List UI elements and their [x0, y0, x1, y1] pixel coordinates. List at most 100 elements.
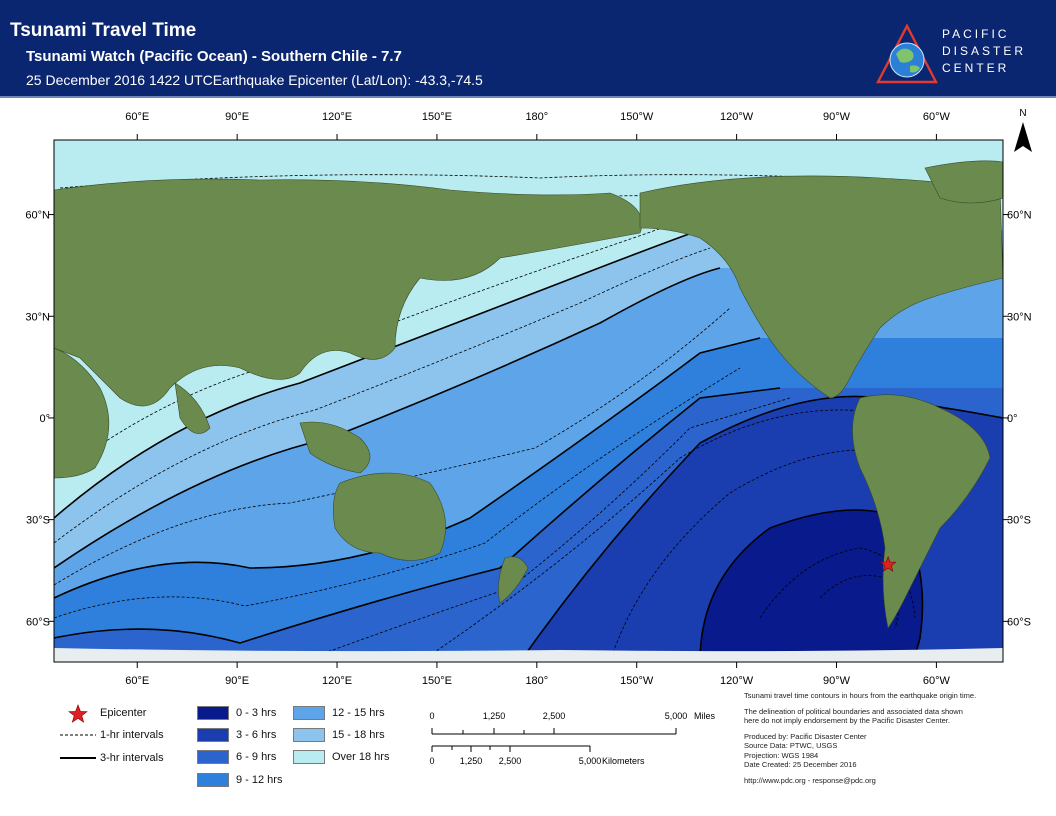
- lat-label-left: 30°S: [26, 515, 50, 527]
- note-disclaimer-1: The delineation of political boundaries …: [744, 706, 963, 716]
- note-produced-by: Produced by: Pacific Disaster Center: [744, 731, 867, 741]
- lon-label-top: 120°W: [720, 111, 754, 123]
- three-hr-line-symbol: [60, 757, 96, 759]
- scale-km-tick: 0: [429, 756, 434, 766]
- map-legend: Epicenter 1-hr intervals 3-hr intervals …: [0, 688, 1056, 816]
- event-datetime: 25 December 2016 1422 UTC: [26, 72, 213, 88]
- land-north-america: [639, 175, 1003, 399]
- land-south-america: [852, 394, 991, 629]
- swatch-6-9: [197, 750, 229, 764]
- lat-label-right: 60°N: [1007, 210, 1032, 222]
- lat-label-right: 30°N: [1007, 311, 1032, 323]
- zone-label-15-18: 15 - 18 hrs: [332, 729, 385, 741]
- lon-label-bottom: 180°: [525, 675, 548, 687]
- land-australia: [333, 472, 446, 561]
- land-new-zealand: [498, 556, 529, 604]
- land-masses: [54, 160, 1003, 662]
- event-info: 25 December 2016 1422 UTCEarthquake Epic…: [26, 72, 483, 88]
- zone-label-3-6: 3 - 6 hrs: [236, 729, 277, 741]
- swatch-9-12: [197, 773, 229, 787]
- map-notes: Tsunami travel time contours in hours fr…: [744, 691, 1049, 785]
- lon-label-top: 180°: [525, 111, 548, 123]
- zone-label-9-12: 9 - 12 hrs: [236, 774, 283, 786]
- lon-label-bottom: 60°W: [923, 675, 951, 687]
- epicenter-marker: [879, 555, 897, 572]
- scale-miles-tick: 5,000: [665, 711, 688, 721]
- logo-line-3: CENTER: [942, 61, 1010, 75]
- swatch-0-3: [197, 706, 229, 720]
- land-greenland: [924, 160, 1003, 204]
- map-subtitle: Tsunami Watch (Pacific Ocean) - Southern…: [26, 48, 402, 65]
- lon-label-top: 90°E: [225, 111, 249, 123]
- lat-label-left: 0°: [39, 413, 50, 425]
- zone-label-12-15: 12 - 15 hrs: [332, 707, 385, 719]
- left-latitude-labels: 60°N 30°N 0° 30°S 60°S: [25, 210, 50, 629]
- lon-label-top: 150°W: [620, 111, 654, 123]
- lon-label-bottom: 120°E: [322, 675, 352, 687]
- lat-label-right: 60°S: [1007, 616, 1031, 628]
- land-africa-east: [54, 347, 110, 479]
- zone-label-6-9: 6 - 9 hrs: [236, 751, 277, 763]
- zone-0-3: [700, 510, 923, 662]
- lat-label-right: 30°S: [1007, 515, 1031, 527]
- north-label: N: [1019, 108, 1026, 119]
- lon-label-top: 60°E: [125, 111, 149, 123]
- land-eurasia: [54, 178, 643, 407]
- epicenter-legend-label: Epicenter: [100, 707, 147, 719]
- note-contact: http://www.pdc.org - response@pdc.org: [744, 775, 876, 785]
- swatch-15-18: [293, 728, 325, 742]
- swatch-12-15: [293, 706, 325, 720]
- lon-label-top: 60°W: [923, 111, 951, 123]
- note-disclaimer-2: here do not imply endorsement by the Pac…: [744, 716, 950, 725]
- scale-miles-tick: 2,500: [543, 711, 566, 721]
- lat-label-right: 0°: [1007, 413, 1018, 425]
- epicenter-coordinates: Earthquake Epicenter (Lat/Lon): -43.3,-7…: [212, 72, 483, 88]
- map-title: Tsunami Travel Time: [10, 20, 197, 41]
- map-frame: 60°E 90°E 120°E 150°E 180° 150°W 120°W 9…: [0, 98, 1056, 688]
- pdc-logo: PACIFIC DISASTER CENTER: [876, 23, 1046, 86]
- logo-line-1: PACIFIC: [942, 27, 1010, 41]
- land-india: [174, 382, 211, 434]
- globe-triangle-icon: [876, 23, 938, 84]
- three-hr-legend-label: 3-hr intervals: [100, 752, 164, 764]
- swatch-over-18: [293, 750, 325, 764]
- logo-line-2: DISASTER: [942, 44, 1027, 58]
- map-header: Tsunami Travel Time Tsunami Watch (Pacif…: [0, 0, 1056, 98]
- scale-km-tick: 1,250: [460, 756, 483, 766]
- one-hr-legend-label: 1-hr intervals: [100, 729, 164, 741]
- lon-label-top: 90°W: [823, 111, 851, 123]
- zone-label-over-18: Over 18 hrs: [332, 751, 390, 763]
- bottom-longitude-labels: 60°E 90°E 120°E 150°E 180° 150°W 120°W 9…: [125, 675, 950, 687]
- right-latitude-labels: 60°N 30°N 0° 30°S 60°S: [1007, 210, 1032, 629]
- land-indonesia: [299, 421, 371, 474]
- north-arrow-icon: N: [1014, 108, 1032, 152]
- note-source: Source Data: PTWC, USGS: [744, 741, 838, 750]
- scale-km-tick: 2,500: [499, 756, 522, 766]
- scale-miles-tick: 0: [429, 711, 434, 721]
- epicenter-star-icon: [879, 555, 897, 572]
- note-date-created: Date Created: 25 December 2016: [744, 760, 857, 769]
- lat-label-left: 60°N: [25, 210, 50, 222]
- lon-label-bottom: 60°E: [125, 675, 149, 687]
- lon-label-bottom: 120°W: [720, 675, 754, 687]
- lon-label-bottom: 90°W: [823, 675, 851, 687]
- swatch-3-6: [197, 728, 229, 742]
- zone-label-0-3: 0 - 3 hrs: [236, 707, 277, 719]
- scale-miles-tick: 1,250: [483, 711, 506, 721]
- lon-label-top: 150°E: [422, 111, 452, 123]
- map-border: [53, 139, 1004, 663]
- scale-bar: 0 1,250 2,500 5,000 Miles 0 1,250 2,500 …: [429, 711, 716, 766]
- lon-label-top: 120°E: [322, 111, 352, 123]
- land-antarctica: [54, 648, 1003, 662]
- lon-label-bottom: 150°E: [422, 675, 452, 687]
- epicenter-star-icon: [68, 704, 88, 723]
- lon-label-bottom: 90°E: [225, 675, 249, 687]
- scale-km-tick: 5,000: [579, 756, 602, 766]
- scale-miles-unit: Miles: [694, 711, 716, 721]
- note-contours: Tsunami travel time contours in hours fr…: [744, 691, 977, 700]
- top-longitude-labels: 60°E 90°E 120°E 150°E 180° 150°W 120°W 9…: [125, 111, 950, 123]
- lon-label-bottom: 150°W: [620, 675, 654, 687]
- tsunami-map: 60°E 90°E 120°E 150°E 180° 150°W 120°W 9…: [25, 108, 1032, 687]
- scale-km-unit: Kilometers: [602, 756, 645, 766]
- graticule-ticks: [48, 134, 1009, 668]
